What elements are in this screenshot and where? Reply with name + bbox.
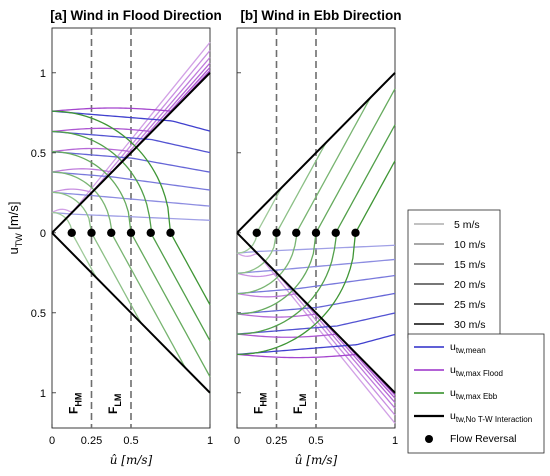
flow-reversal-point — [351, 228, 360, 237]
reference-label: FLM — [106, 394, 123, 414]
flow-reversal-point — [87, 228, 96, 237]
no-interaction-line — [51, 232, 211, 394]
x-tick-label: 0.5 — [308, 435, 323, 447]
y-tick-label: 1 — [40, 388, 46, 400]
panel-title: [a] Wind in Flood Direction — [50, 8, 222, 23]
flow-reversal-point — [331, 228, 340, 237]
mean-curve — [51, 151, 211, 173]
x-axis-label: û [m/s] — [295, 453, 338, 467]
x-tick-label: 1 — [392, 435, 398, 447]
legend-label: utw,max Ebb — [450, 387, 498, 401]
y-tick-label: 0.5 — [31, 308, 46, 320]
mean-curve — [236, 292, 396, 315]
legend-label: 5 m/s — [454, 219, 480, 231]
flow-reversal-point — [311, 228, 321, 237]
ebb-curve — [51, 130, 211, 342]
wind-speed-legend: 5 m/s 10 m/s 15 m/s 20 m/s 25 m/s 30 m/s — [407, 209, 501, 339]
flood-curve — [236, 333, 396, 399]
mean-curve — [51, 130, 211, 154]
flow-reversal-point — [166, 228, 175, 237]
flow-reversal-point — [252, 228, 261, 237]
flood-curve — [236, 272, 396, 416]
legend-label: utw,max Flood — [450, 364, 503, 378]
y-tick-label: 0 — [40, 228, 46, 240]
x-tick-label: 0 — [49, 435, 55, 447]
y-axis-label: uTW [m/s] — [6, 201, 24, 254]
flow-reversal-point — [292, 228, 301, 237]
ebb-curve — [51, 110, 211, 306]
no-interaction-line — [236, 232, 396, 394]
x-tick-label: 0.5 — [123, 435, 138, 447]
ebb-curve — [236, 124, 396, 335]
no-interaction-line — [236, 72, 396, 234]
panel-b: [b] Wind in Ebb Direction 0 0.25 0.5 1 û [m/s… — [234, 8, 402, 467]
mean-curve — [236, 258, 396, 274]
flood-curve — [51, 50, 211, 193]
mean-curve — [236, 244, 396, 254]
x-axis-label: û [m/s] — [110, 453, 153, 467]
legend-marker — [425, 435, 433, 443]
mean-curve — [51, 171, 211, 191]
flood-curve — [51, 66, 211, 133]
legend-label: utw,No T-W Interaction — [450, 410, 532, 424]
x-tick-label: 0.25 — [266, 435, 287, 447]
flow-reversal-point — [272, 228, 281, 237]
flood-curve — [236, 292, 396, 409]
legend-label: 10 m/s — [454, 239, 486, 251]
mean-curve — [236, 274, 396, 295]
legend-label: 25 m/s — [454, 299, 486, 311]
legend-box — [407, 209, 501, 339]
mean-curve — [51, 191, 211, 207]
mean-curve — [51, 211, 211, 221]
y-tick-label: 0.5 — [31, 148, 46, 160]
reference-label: FHM — [252, 393, 269, 414]
flow-reversal-point — [107, 228, 116, 237]
flood-curve — [51, 57, 211, 173]
y-tick-label: 1 — [40, 68, 46, 80]
legend-label: 15 m/s — [454, 259, 486, 271]
panel-title: [b] Wind in Ebb Direction — [240, 8, 401, 23]
reference-label: FLM — [291, 394, 308, 414]
x-tick-label: 0 — [234, 435, 240, 447]
mean-curve — [236, 312, 396, 335]
reference-label: FHM — [67, 393, 84, 414]
panel-a: [a] Wind in Flood Direction 0 0.25 0.5 1 û [m… — [31, 8, 222, 467]
legend-label: 20 m/s — [454, 279, 486, 291]
series-legend: utw,mean utw,max Flood utw,max Ebb utw,No T… — [407, 333, 545, 454]
flow-reversal-point — [146, 228, 155, 237]
ebb-curve — [236, 160, 396, 356]
no-interaction-line — [51, 72, 211, 234]
x-tick-label: 1 — [207, 435, 213, 447]
legend-label: utw,mean — [450, 341, 486, 355]
flow-reversal-point — [67, 228, 76, 237]
legend-label: Flow Reversal — [450, 433, 517, 445]
mean-curve — [51, 110, 211, 132]
x-tick-label: 0.25 — [81, 435, 102, 447]
legend-label: 30 m/s — [454, 319, 486, 331]
flow-reversal-point — [126, 228, 136, 237]
mean-curve — [236, 333, 396, 356]
